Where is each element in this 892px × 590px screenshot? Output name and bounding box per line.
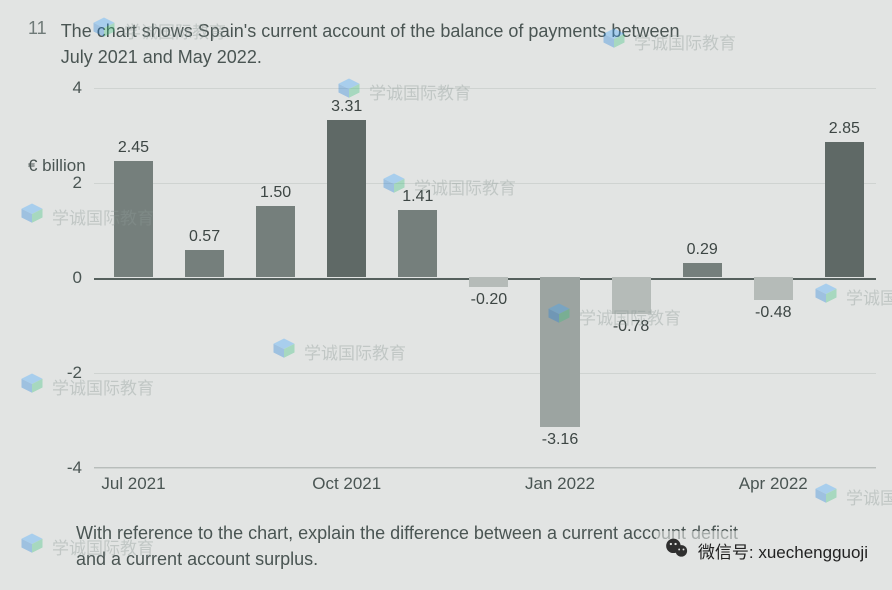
bar-value-label: 1.50 (260, 184, 291, 202)
bar-value-label: -0.78 (613, 318, 649, 336)
bar: -3.16 (540, 87, 579, 467)
bar: 1.41 (398, 87, 437, 467)
x-tick-label: Oct 2021 (312, 474, 381, 494)
y-tick: 0 (60, 268, 82, 288)
question-line1: The chart shows Spain's current account … (61, 21, 680, 41)
wechat-badge: 微信号: xuechengguoji (656, 531, 876, 570)
bar-rect (327, 120, 366, 277)
x-axis-labels: Jul 2021 Oct 2021 Jan 2022 Apr 2022 (94, 474, 876, 504)
bar-rect (256, 206, 295, 277)
y-tick: -2 (60, 363, 82, 383)
bar: 0.29 (683, 87, 722, 467)
follow-up-line1: With reference to the chart, explain the… (76, 523, 738, 543)
question-number: 11 (28, 18, 47, 70)
bar-value-label: 3.31 (331, 98, 362, 116)
follow-up-line2: and a current account surplus. (76, 549, 318, 569)
bar-rect (185, 250, 224, 277)
gridline (94, 468, 876, 469)
bar-value-label: 2.85 (829, 120, 860, 138)
y-tick: 4 (60, 78, 82, 98)
bar-rect (754, 277, 793, 300)
plot-area: 2.45 0.57 1.50 3.31 1.41 -0.20 -3.16 -0.78 0.29 -… (94, 88, 876, 468)
question-block: 11 The chart shows Spain's current accou… (28, 18, 862, 70)
bar: 2.85 (825, 87, 864, 467)
question-text: The chart shows Spain's current account … (61, 18, 680, 70)
bar-value-label: 0.57 (189, 228, 220, 246)
bar: 1.50 (256, 87, 295, 467)
x-tick-label: Apr 2022 (739, 474, 808, 494)
bar-rect (683, 263, 722, 277)
bar: 3.31 (327, 87, 366, 467)
bar: 2.45 (114, 87, 153, 467)
x-tick-label: Jul 2021 (101, 474, 165, 494)
bar: -0.20 (469, 87, 508, 467)
bar-value-label: 2.45 (118, 139, 149, 157)
bar: -0.48 (754, 87, 793, 467)
bar-rect (825, 142, 864, 277)
y-tick: 2 (60, 173, 82, 193)
bar-rect (612, 277, 651, 314)
bar-rect (398, 210, 437, 277)
bar: 0.57 (185, 87, 224, 467)
chart: € billion 2.450.571.503.311.41-0.20-3.16… (86, 88, 876, 504)
bar-value-label: 1.41 (402, 188, 433, 206)
question-line2: July 2021 and May 2022. (61, 47, 262, 67)
wechat-label: 微信号: xuechengguoji (698, 538, 868, 563)
bar-rect (540, 277, 579, 427)
bar-rect (114, 161, 153, 277)
bar-value-label: -3.16 (542, 431, 578, 449)
bar-rect (469, 277, 508, 287)
bar: -0.78 (612, 87, 651, 467)
bar-value-label: -0.48 (755, 304, 791, 322)
y-tick: -4 (60, 458, 82, 478)
bar-value-label: 0.29 (687, 241, 718, 259)
x-tick-label: Jan 2022 (525, 474, 595, 494)
wechat-icon (664, 535, 690, 566)
bar-value-label: -0.20 (471, 291, 507, 309)
